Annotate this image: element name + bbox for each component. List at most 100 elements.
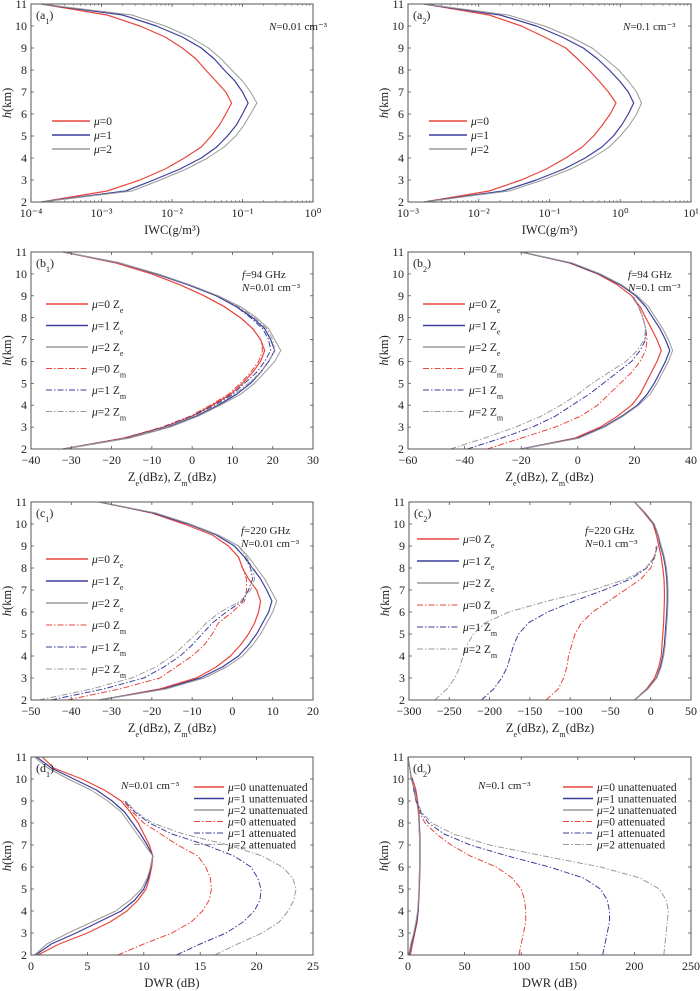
- x-tick-label: 20: [307, 704, 319, 718]
- y-tick-label: 4: [21, 649, 27, 663]
- legend-label: μ=2 unattenuated: [596, 805, 677, 817]
- legend-label: μ=0 Zm: [462, 600, 498, 616]
- x-tick-label: −30: [102, 704, 121, 718]
- legend-label: μ=1: [93, 130, 112, 142]
- y-tick-label: 10: [392, 772, 404, 786]
- panel-annotation: f=94 GHz: [628, 269, 672, 281]
- y-tick-label: 4: [398, 904, 404, 918]
- panel-label: (b2): [413, 256, 431, 274]
- y-tick-label: 11: [392, 245, 404, 259]
- x-tick-label: 10⁻²: [161, 206, 183, 220]
- y-tick-label: 2: [398, 442, 404, 456]
- series-c1-5: [38, 545, 256, 700]
- y-tick-label: 10: [15, 19, 27, 33]
- y-tick-label: 3: [399, 671, 405, 685]
- x-tick-label: 15: [194, 959, 206, 973]
- panel-label: (c1): [36, 506, 53, 524]
- x-tick-label: 250: [682, 959, 700, 973]
- y-tick-label: 9: [21, 41, 27, 55]
- x-tick-label: −40: [455, 453, 474, 467]
- y-axis-label: h(km): [0, 586, 14, 617]
- panel-annotation: N=0.1 cm⁻³: [627, 282, 681, 294]
- x-tick-label: −50: [22, 704, 41, 718]
- panel-annotation: N=0.01 cm⁻³: [268, 21, 328, 33]
- x-tick-label: 20: [251, 959, 263, 973]
- legend-label: μ=0 Ze: [91, 299, 124, 315]
- y-tick-label: 11: [15, 0, 27, 11]
- x-axis-label: IWC(g/m³): [144, 223, 200, 237]
- panel-annotation: f=220 GHz: [585, 525, 634, 537]
- panel-annotation: N=0.01 cm⁻³: [240, 538, 300, 550]
- panel-a1: 2 3 4 5 6 7 8 9 10 11 10⁻⁴ 10⁻³ 10⁻² 10⁻¹ 10⁰ IWC(g/m³)…: [0, 0, 328, 237]
- x-tick-label: −150: [517, 704, 542, 718]
- legend-label: μ=0 Zm: [468, 364, 504, 380]
- x-tick-label: 10⁻³: [397, 206, 419, 220]
- series-b2-3: [487, 295, 648, 449]
- legend-label: μ=1 attenuated: [596, 828, 665, 840]
- y-axis-label: h(km): [0, 335, 14, 366]
- series-b1-0: [63, 252, 266, 449]
- y-tick-label: 10: [15, 772, 27, 786]
- x-tick-label: 10: [138, 959, 150, 973]
- series-a1-1: [41, 4, 249, 202]
- x-tick-label: 10⁻⁴: [20, 206, 43, 220]
- legend-label: μ=1 Ze: [462, 556, 495, 572]
- legend-label: μ=1 attenuated: [227, 828, 296, 840]
- series-a1-0: [41, 4, 233, 202]
- y-tick-label: 7: [398, 333, 404, 347]
- y-tick-label: 10: [392, 19, 404, 33]
- legend-b1: μ=0 Ze μ=1 Ze μ=2 Ze μ=0 Zm μ=1 Zm μ=2 Zm: [46, 299, 127, 422]
- y-tick-label: 11: [392, 0, 404, 11]
- y-tick-label: 5: [21, 627, 27, 641]
- legend-label: μ=2 attenuated: [227, 840, 296, 852]
- y-tick-label: 5: [398, 376, 404, 390]
- series-c2-2: [634, 502, 669, 700]
- legend-label: μ=2 Ze: [468, 342, 501, 358]
- panel-b1: 2 3 4 5 6 7 8 9 10 11 −40 −30 −20 −10 0 10 20 30 Ze(dBz), …: [0, 245, 319, 488]
- legend-label: μ=1 Zm: [91, 385, 127, 401]
- y-axis-label: h(km): [0, 841, 14, 872]
- legend-b2: μ=0 Ze μ=1 Ze μ=2 Ze μ=0 Zm μ=1 Zm μ=2 Zm: [423, 299, 504, 422]
- legend-label: μ=2 Zm: [462, 644, 498, 660]
- series-a2-1: [424, 4, 635, 202]
- panel-annotation: f=94 GHz: [242, 269, 286, 281]
- series-b1-4: [63, 295, 272, 449]
- y-tick-label: 7: [399, 583, 405, 597]
- x-tick-label: 200: [625, 959, 643, 973]
- y-tick-label: 9: [21, 289, 27, 303]
- panel-label: (d1): [36, 761, 54, 779]
- plot-frame-d2: [407, 756, 692, 956]
- plot-frame-a2: [407, 3, 692, 203]
- legend-label: μ=0 unattenuated: [227, 782, 308, 794]
- y-tick-label: 7: [21, 583, 27, 597]
- y-tick-label: 3: [398, 420, 404, 434]
- x-axis-label: Ze(dBz), Zm(dBz): [128, 470, 216, 488]
- series-d1-5: [125, 800, 297, 955]
- x-tick-label: −300: [397, 704, 422, 718]
- x-tick-label: −30: [62, 453, 81, 467]
- x-tick-label: 50: [459, 959, 471, 973]
- y-tick-label: 7: [398, 838, 404, 852]
- y-tick-label: 2: [398, 948, 404, 962]
- x-axis-label: Ze(dBz), Zm(dBz): [506, 721, 594, 739]
- series-a2-0: [424, 4, 617, 202]
- legend-label: μ=1 Ze: [91, 321, 124, 337]
- legend-label: μ=2 Ze: [91, 342, 124, 358]
- y-tick-label: 5: [21, 376, 27, 390]
- y-tick-label: 10: [392, 267, 404, 281]
- panel-c1: 2 3 4 5 6 7 8 9 10 11 −50 −40 −30 −20 −10 0 10 20 Ze(dBz),…: [0, 495, 319, 739]
- x-tick-label: 10⁻³: [91, 206, 113, 220]
- y-tick-label: 4: [21, 904, 27, 918]
- x-tick-label: −20: [142, 704, 161, 718]
- series-b2-2: [521, 252, 674, 449]
- y-tick-label: 3: [398, 926, 404, 940]
- panel-c2: 2 3 4 5 6 7 8 9 10 11 −300 −250 −200 −150 −100 −50 0 50 Ze…: [378, 495, 697, 739]
- panel-label: (b1): [36, 256, 54, 274]
- y-tick-label: 9: [398, 794, 404, 808]
- y-tick-label: 3: [21, 173, 27, 187]
- legend-label: μ=0 Zm: [91, 364, 127, 380]
- x-tick-label: 30: [307, 453, 319, 467]
- series-b2-1: [521, 252, 671, 449]
